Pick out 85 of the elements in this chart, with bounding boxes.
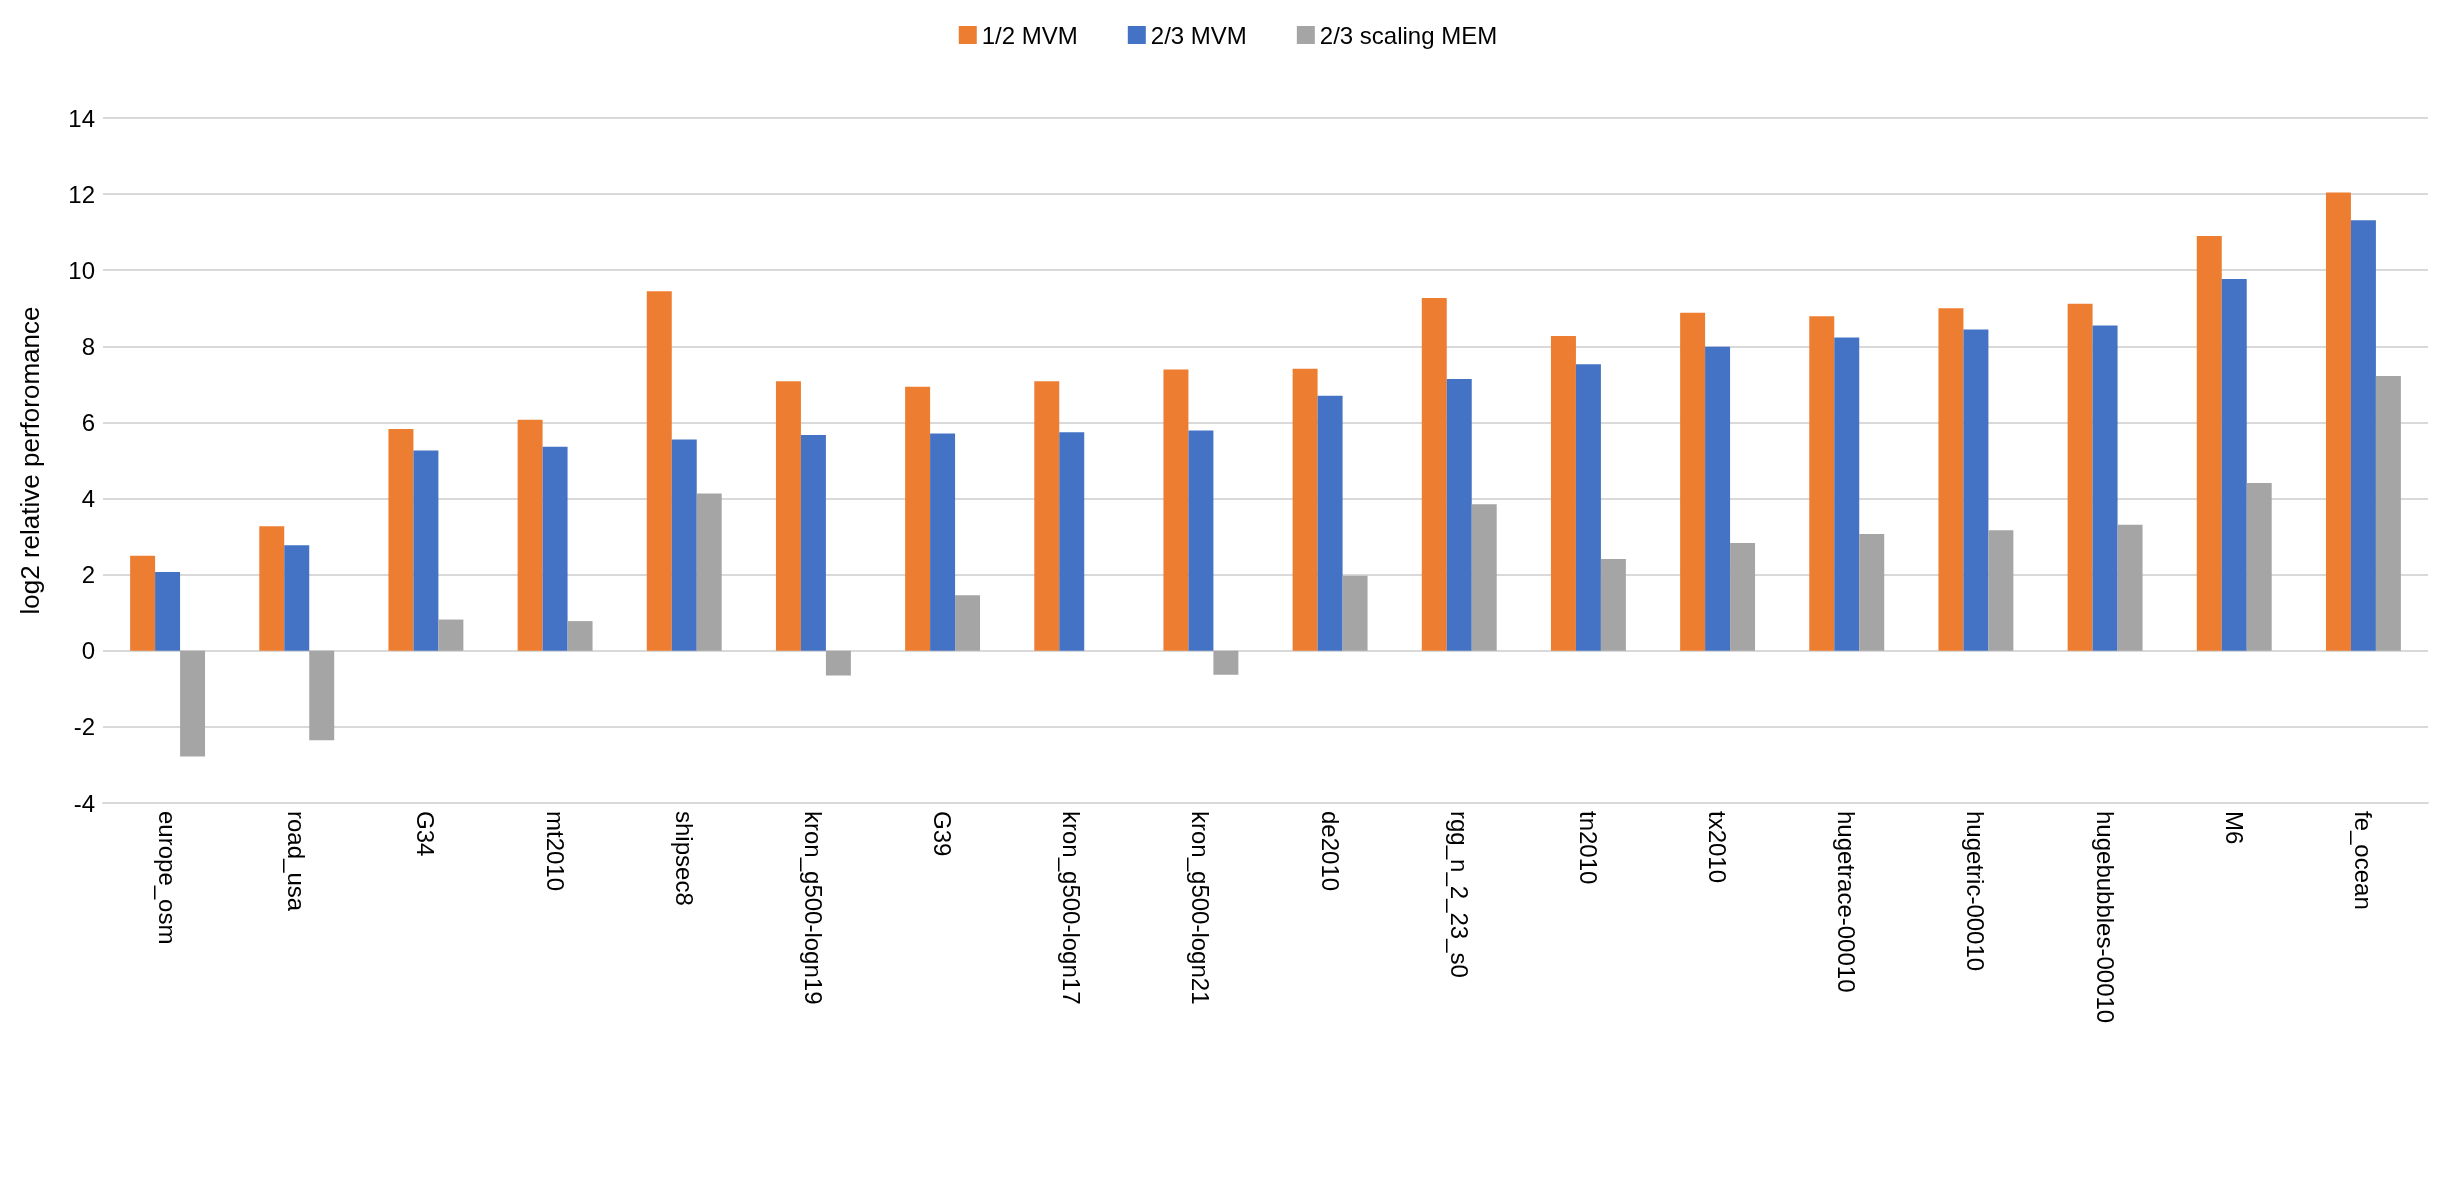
- x-tick-label: G39: [929, 811, 957, 857]
- bar: [2375, 376, 2401, 651]
- bar: [1317, 395, 1343, 651]
- bar: [1034, 381, 1060, 651]
- y-tick-label: 4: [81, 485, 95, 513]
- x-tick-label: de2010: [1316, 811, 1344, 892]
- legend-label: 2/3 MVM: [1150, 21, 1247, 49]
- bar: [1471, 504, 1497, 651]
- bar: [800, 435, 826, 651]
- y-tick-label: 12: [68, 180, 95, 208]
- bar: [2246, 482, 2272, 651]
- bar: [1059, 432, 1085, 651]
- bar: [1730, 543, 1756, 651]
- x-tick-label: hugetric-00010: [1962, 811, 1990, 972]
- x-tick-label: shipsec8: [670, 811, 698, 906]
- bar: [2350, 220, 2376, 651]
- bar: [1938, 308, 1964, 651]
- x-tick-label: tx2010: [1704, 811, 1732, 884]
- bar: [259, 526, 285, 651]
- bar: [309, 650, 335, 741]
- y-tick-label: 6: [81, 408, 95, 436]
- bar: [1705, 346, 1731, 651]
- x-tick-label: road_usa: [283, 811, 311, 912]
- bar: [2117, 524, 2143, 651]
- bar: [2325, 192, 2351, 651]
- x-tick-label: G34: [412, 811, 440, 857]
- y-tick-label: 0: [81, 637, 95, 665]
- bar: [1213, 650, 1239, 675]
- bar: [1342, 575, 1368, 651]
- bar: [1834, 337, 1860, 651]
- bar: [646, 291, 672, 651]
- bar: [2196, 235, 2222, 651]
- bar: [825, 650, 851, 676]
- bar: [1600, 559, 1626, 651]
- bar: [671, 439, 697, 651]
- y-tick-label: 10: [68, 256, 95, 284]
- x-tick-label: europe_osm: [154, 811, 182, 945]
- bar: [930, 433, 956, 651]
- x-tick-label: kron_g500-logn17: [1058, 811, 1086, 1005]
- legend-label: 1/2 MVM: [981, 21, 1078, 49]
- legend-label: 2/3 scaling MEM: [1319, 21, 1498, 49]
- y-tick-label: 2: [81, 561, 95, 589]
- bar: [1963, 329, 1989, 651]
- y-tick-label: 14: [68, 104, 95, 132]
- x-tick-label: kron_g500-logn21: [1187, 811, 1215, 1005]
- x-tick-label: hugebubbles-00010: [2091, 811, 2119, 1024]
- bar: [517, 419, 543, 651]
- bar: [388, 428, 414, 651]
- bar: [1988, 530, 2014, 651]
- y-tick-label: 8: [81, 332, 95, 360]
- bar: [775, 381, 801, 651]
- bar: [1680, 312, 1706, 651]
- y-tick-label: -4: [73, 789, 95, 817]
- x-tick-label: mt2010: [541, 811, 569, 892]
- bar: [284, 545, 310, 651]
- y-tick-label: -2: [73, 713, 95, 741]
- bar: [567, 621, 593, 651]
- x-tick-label: fe_ocean: [2349, 811, 2377, 910]
- bar: [696, 493, 722, 651]
- x-tick-label: kron_g500-logn19: [799, 811, 827, 1005]
- bar: [905, 386, 931, 651]
- bar: [180, 650, 206, 757]
- bar: [1809, 316, 1835, 651]
- bar: [1292, 368, 1318, 651]
- bar: [1859, 533, 1885, 651]
- bar: [1421, 298, 1447, 651]
- x-tick-label: tn2010: [1574, 811, 1602, 885]
- bar: [438, 619, 464, 651]
- bar: [1550, 336, 1576, 651]
- bar: [155, 572, 181, 651]
- bar: [130, 555, 156, 651]
- bar: [1163, 369, 1189, 651]
- x-tick-label: M6: [2220, 811, 2248, 845]
- bar: [1188, 430, 1214, 651]
- x-tick-label: hugetrace-00010: [1833, 811, 1861, 993]
- bar: [1446, 379, 1472, 651]
- bar: [2221, 278, 2247, 651]
- bar: [1575, 364, 1601, 651]
- x-tick-label: rgg_n_2_23_s0: [1445, 811, 1473, 978]
- bar: [955, 595, 981, 651]
- y-axis-title: log2 relative perforomance: [15, 306, 45, 615]
- bar: [542, 446, 568, 651]
- bar: [2092, 325, 2118, 651]
- bar: [413, 450, 439, 651]
- bar: [2067, 303, 2093, 651]
